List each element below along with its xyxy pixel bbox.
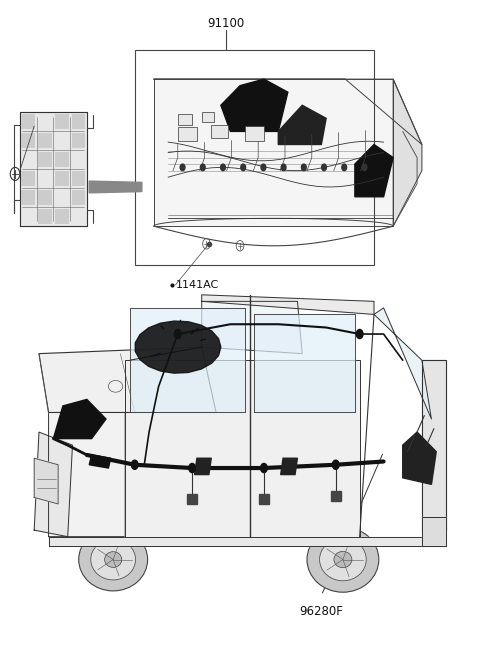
Circle shape bbox=[261, 164, 266, 171]
Polygon shape bbox=[89, 181, 142, 193]
Polygon shape bbox=[34, 432, 72, 536]
Bar bbox=[72, 133, 85, 148]
Bar bbox=[21, 133, 35, 148]
Polygon shape bbox=[135, 321, 221, 373]
Text: 96280F: 96280F bbox=[300, 605, 343, 618]
Circle shape bbox=[221, 164, 226, 171]
Polygon shape bbox=[48, 406, 125, 536]
Circle shape bbox=[356, 329, 363, 339]
Bar bbox=[72, 114, 85, 129]
Bar bbox=[38, 152, 52, 167]
Polygon shape bbox=[39, 347, 216, 413]
Circle shape bbox=[174, 329, 181, 339]
Ellipse shape bbox=[105, 552, 122, 567]
Bar bbox=[211, 125, 228, 138]
Ellipse shape bbox=[334, 552, 352, 568]
Polygon shape bbox=[374, 308, 432, 419]
Circle shape bbox=[322, 164, 326, 171]
Polygon shape bbox=[250, 360, 360, 536]
Polygon shape bbox=[154, 79, 422, 145]
Circle shape bbox=[332, 460, 339, 470]
Bar bbox=[135, 50, 374, 265]
Bar bbox=[55, 152, 69, 167]
Circle shape bbox=[261, 464, 267, 473]
Bar bbox=[178, 127, 197, 141]
Bar bbox=[55, 114, 69, 129]
Bar bbox=[38, 190, 52, 205]
Bar bbox=[38, 133, 52, 148]
Polygon shape bbox=[194, 458, 211, 475]
Polygon shape bbox=[393, 79, 422, 226]
Bar bbox=[202, 112, 214, 122]
Polygon shape bbox=[125, 360, 250, 536]
Bar bbox=[55, 171, 69, 186]
Bar bbox=[55, 209, 69, 224]
Bar bbox=[21, 190, 35, 205]
Polygon shape bbox=[187, 494, 197, 504]
Bar bbox=[21, 114, 35, 129]
Circle shape bbox=[301, 164, 306, 171]
Polygon shape bbox=[48, 536, 422, 546]
Bar bbox=[245, 126, 264, 141]
Ellipse shape bbox=[91, 539, 135, 580]
Circle shape bbox=[362, 164, 367, 171]
Polygon shape bbox=[422, 360, 446, 530]
Polygon shape bbox=[20, 112, 87, 226]
Polygon shape bbox=[202, 295, 374, 314]
Circle shape bbox=[180, 164, 185, 171]
Bar bbox=[38, 209, 52, 224]
Text: 91100: 91100 bbox=[207, 17, 244, 30]
Bar bbox=[178, 115, 192, 125]
Polygon shape bbox=[355, 145, 393, 196]
Circle shape bbox=[189, 464, 195, 473]
Polygon shape bbox=[130, 308, 245, 413]
Polygon shape bbox=[281, 458, 298, 475]
Circle shape bbox=[342, 164, 347, 171]
Polygon shape bbox=[154, 79, 393, 226]
Text: 1141AC: 1141AC bbox=[175, 280, 218, 290]
Ellipse shape bbox=[307, 527, 379, 592]
Polygon shape bbox=[254, 314, 355, 413]
Ellipse shape bbox=[79, 528, 148, 591]
Bar bbox=[72, 171, 85, 186]
Circle shape bbox=[132, 460, 138, 470]
Polygon shape bbox=[221, 79, 288, 132]
Circle shape bbox=[281, 164, 286, 171]
Polygon shape bbox=[278, 105, 326, 145]
Bar bbox=[21, 171, 35, 186]
Polygon shape bbox=[422, 517, 446, 546]
Ellipse shape bbox=[320, 538, 366, 581]
Polygon shape bbox=[34, 458, 58, 504]
Polygon shape bbox=[53, 400, 106, 439]
Circle shape bbox=[241, 164, 246, 171]
Polygon shape bbox=[89, 455, 111, 468]
Polygon shape bbox=[259, 494, 269, 504]
Polygon shape bbox=[403, 432, 436, 484]
Bar bbox=[72, 190, 85, 205]
Circle shape bbox=[200, 164, 205, 171]
Text: 1338AC: 1338AC bbox=[34, 118, 77, 128]
Polygon shape bbox=[202, 301, 302, 354]
Polygon shape bbox=[331, 491, 340, 500]
